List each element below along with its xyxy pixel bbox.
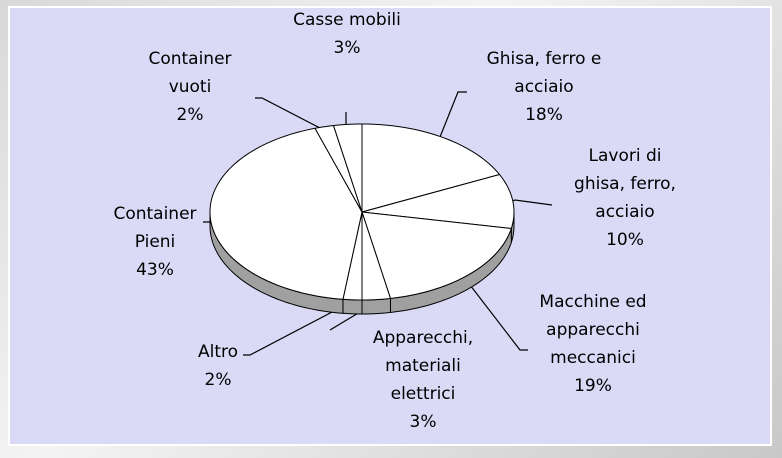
category-label: Lavori di ghisa, ferro, acciaio bbox=[574, 146, 676, 222]
category-label: Container vuoti bbox=[148, 49, 232, 97]
value-label: 43% bbox=[136, 260, 174, 280]
category-label: Ghisa, ferro e acciaio bbox=[486, 49, 602, 97]
slice bbox=[209, 127, 363, 300]
slice-label: Apparecchi, materiali elettrici 3% bbox=[368, 324, 478, 436]
slice-label: Altro 2% bbox=[183, 338, 253, 394]
value-label: 10% bbox=[606, 230, 644, 250]
slice-label: Casse mobili 3% bbox=[267, 6, 427, 62]
leader-line bbox=[243, 299, 356, 356]
value-label: 18% bbox=[525, 105, 563, 125]
pie bbox=[209, 123, 515, 315]
slice bbox=[332, 123, 363, 213]
slice bbox=[361, 211, 512, 299]
slice bbox=[361, 123, 501, 213]
slice-label: Ghisa, ferro e acciaio 18% bbox=[469, 45, 619, 129]
slice-label: Lavori di ghisa, ferro, acciaio 10% bbox=[568, 142, 683, 254]
category-label: Container Pieni bbox=[113, 204, 197, 252]
category-label: Macchine ed apparecchi meccanici bbox=[539, 292, 647, 368]
value-label: 2% bbox=[176, 105, 204, 125]
slice bbox=[314, 125, 363, 213]
value-label: 3% bbox=[333, 38, 361, 58]
slice bbox=[361, 173, 515, 230]
value-label: 2% bbox=[204, 370, 232, 390]
category-label: Casse mobili bbox=[293, 10, 401, 30]
category-label: Apparecchi, materiali elettrici bbox=[372, 328, 474, 404]
value-label: 19% bbox=[574, 376, 612, 396]
leader-line bbox=[469, 284, 528, 351]
slice-side bbox=[361, 297, 391, 315]
slice-side bbox=[342, 298, 363, 315]
leader-line bbox=[255, 97, 321, 129]
category-label: Altro bbox=[197, 342, 239, 362]
value-label: 3% bbox=[409, 412, 437, 432]
slice-label: Macchine ed apparecchi meccanici 19% bbox=[531, 288, 656, 400]
leader-line bbox=[439, 91, 467, 138]
slice-label: Container Pieni 43% bbox=[108, 200, 203, 284]
slice-label: Container vuoti 2% bbox=[143, 45, 238, 129]
slice bbox=[361, 211, 392, 301]
